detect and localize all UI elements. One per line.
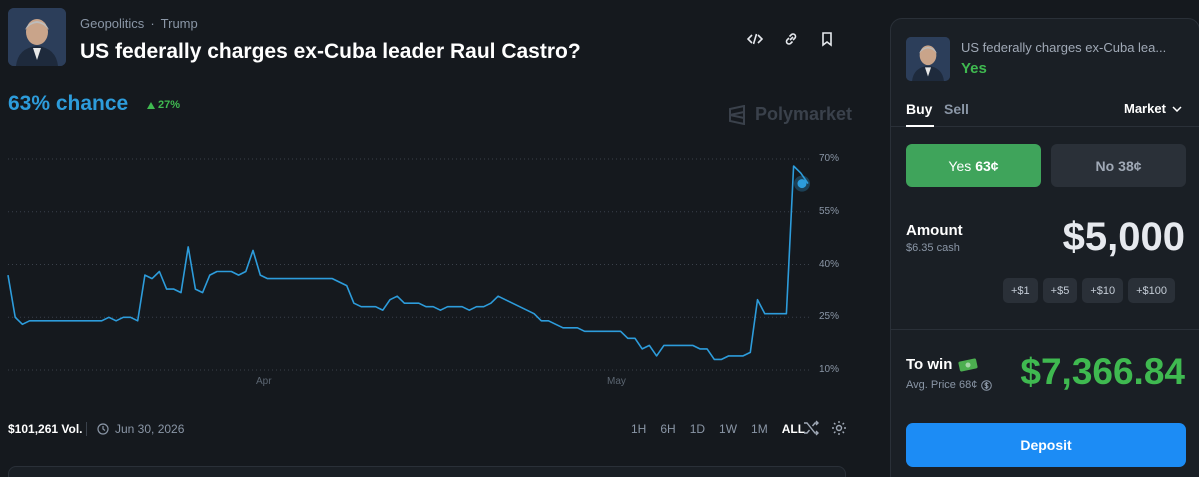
page-title: US federally charges ex-Cuba leader Raul… [80,40,581,63]
panel-divider [891,329,1199,330]
trade-panel: US federally charges ex-Cuba lea... Yes … [890,18,1199,477]
lower-card [8,466,846,477]
range-1m[interactable]: 1M [751,422,768,436]
buy-sell-tabs: Buy Sell Market [891,99,1199,127]
current-point [797,179,807,189]
deposit-button[interactable]: Deposit [906,423,1186,467]
polymarket-logo-icon [729,104,745,125]
add-10-button[interactable]: +$10 [1082,278,1124,303]
chance-delta-text: 27% [158,99,181,111]
to-win-text: To win [906,356,953,373]
buy-yes-button[interactable]: Yes 63¢ [906,144,1041,187]
chance-value: 63% chance [8,92,129,115]
avg-price: Avg. Price 68¢ [906,379,993,391]
add-5-button[interactable]: +$5 [1042,278,1078,303]
embed-icon[interactable] [746,30,764,48]
panel-outcome: Yes [961,60,987,77]
settings-gear-icon[interactable] [831,420,847,441]
price-chart [7,158,812,371]
y-tick-label: 10% [819,364,840,375]
dollar-circle-icon[interactable] [981,379,993,391]
tab-buy-underline [906,125,934,127]
x-tick-apr: Apr [256,376,272,387]
end-date: Jun 30, 2026 [97,422,184,436]
yes-price: 63¢ [975,157,999,174]
volume: $101,261 Vol. [8,422,83,436]
add-100-button[interactable]: +$100 [1128,278,1176,303]
breadcrumb: Geopolitics · Trump [80,16,198,31]
panel-avatar [906,37,950,81]
breadcrumb-separator: · [150,16,155,31]
tag-link[interactable]: Trump [160,16,198,31]
chevron-down-icon [1172,105,1182,112]
header-actions [746,30,836,48]
range-1d[interactable]: 1D [689,422,706,436]
yes-series-line [7,165,809,361]
range-6h[interactable]: 6H [660,422,676,436]
tab-sell[interactable]: Sell [944,101,969,117]
tab-buy[interactable]: Buy [906,101,933,117]
time-range-selector: 1H 6H 1D 1W 1M ALL [631,422,805,436]
bookmark-icon[interactable] [818,30,836,48]
y-tick-label: 40% [819,258,840,270]
y-tick-label: 25% [819,311,840,323]
chart-grid [8,158,812,371]
buy-no-button[interactable]: No 38¢ [1051,144,1186,187]
increment-buttons: +$1 +$5 +$10 +$100 [1003,278,1176,303]
shuffle-icon[interactable] [803,420,819,441]
yes-label: Yes [948,157,972,174]
footer-divider [86,422,87,436]
range-1h[interactable]: 1H [631,422,647,436]
category-link[interactable]: Geopolitics [80,16,145,31]
chart-tools [803,420,847,441]
market-avatar [8,8,66,66]
y-tick-label: 55% [819,205,840,217]
end-date-text: Jun 30, 2026 [115,422,185,436]
clock-icon [97,423,109,435]
cash-balance: $6.35 cash [906,242,960,254]
up-arrow-icon [147,101,155,109]
polymarket-watermark: Polymarket [727,104,852,125]
avg-price-text: Avg. Price 68¢ [906,379,978,391]
link-icon[interactable] [782,30,800,48]
range-all[interactable]: ALL [781,422,806,436]
panel-question: US federally charges ex-Cuba lea... [961,40,1167,55]
watermark-text: Polymarket [755,104,853,124]
to-win-value: $7,366.84 [1020,351,1185,392]
range-1w[interactable]: 1W [719,422,738,436]
order-type-label: Market [1124,101,1166,116]
x-tick-may: May [607,376,626,387]
money-icon [958,358,978,371]
chance-delta: 27% [147,99,180,111]
to-win-label: To win [906,356,978,373]
amount-input[interactable]: $5,000 [1062,215,1185,259]
no-price: 38¢ [1118,157,1142,174]
add-1-button[interactable]: +$1 [1003,278,1038,303]
no-label: No [1095,157,1115,174]
order-type-dropdown[interactable]: Market [1124,101,1182,116]
amount-label: Amount [906,222,963,239]
y-tick-label: 70% [819,153,840,164]
